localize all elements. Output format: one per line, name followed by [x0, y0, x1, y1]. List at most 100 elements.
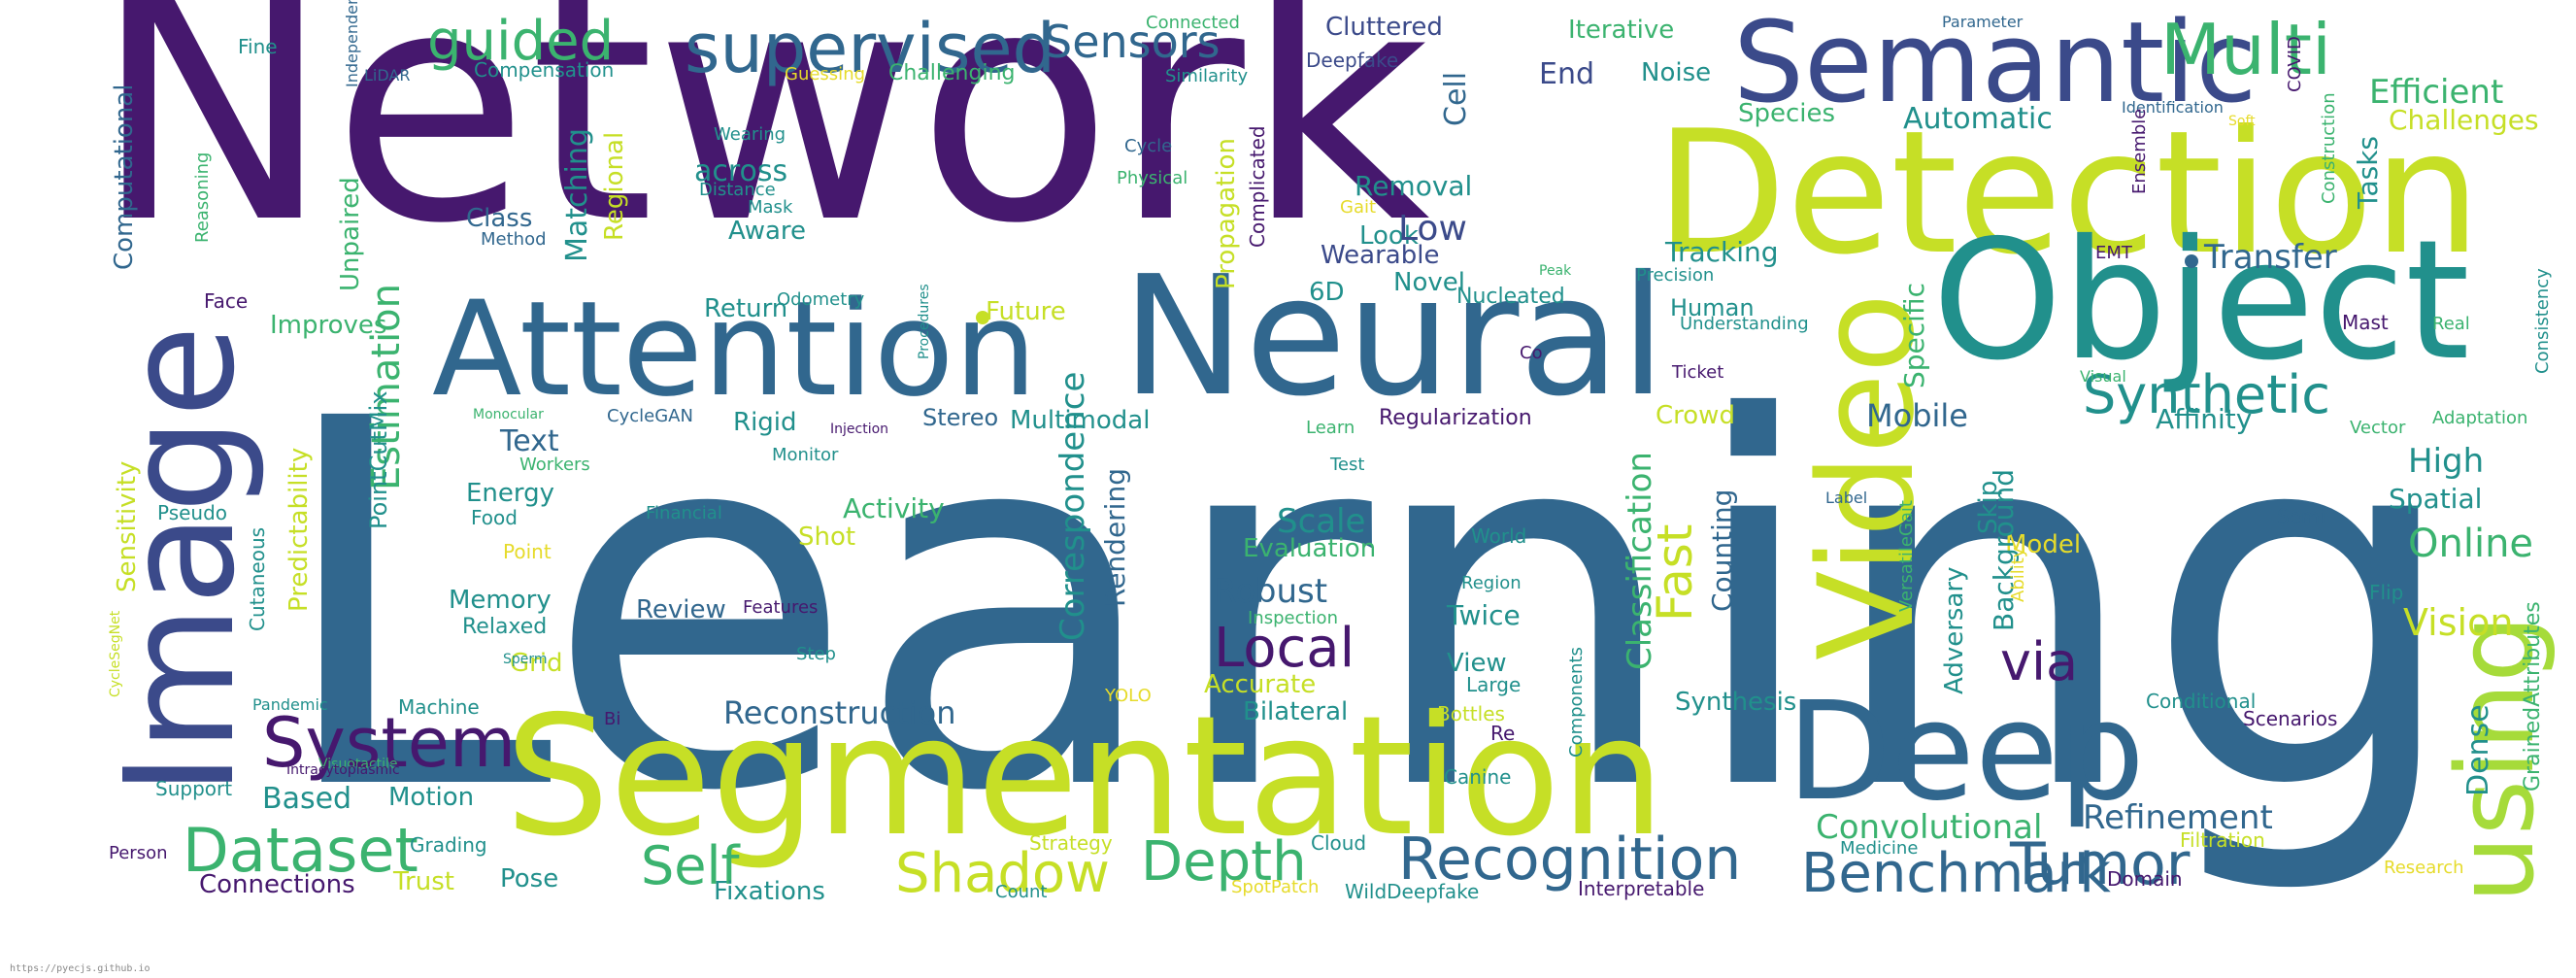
word-filtration: Filtration	[2180, 828, 2265, 852]
word-relaxed: Relaxed	[462, 615, 548, 639]
word-synthetic: Synthetic	[2083, 364, 2330, 425]
word-model: Model	[2005, 530, 2082, 559]
word-adaptation: Adaptation	[2432, 408, 2528, 428]
word-memory: Memory	[449, 586, 552, 615]
word-pointcutmix: PointCutMix	[365, 390, 392, 529]
word-semi: Semi	[2277, 505, 2326, 528]
word-yolo: YOLO	[1105, 686, 1152, 706]
word-tasks: Tasks	[2352, 135, 2384, 209]
word-inspection: Inspection	[1248, 608, 1338, 628]
word-computational: Computational	[110, 84, 139, 270]
word-6d: 6D	[1309, 278, 1345, 307]
word-lidar: LiDAR	[364, 66, 411, 84]
word-features: Features	[743, 597, 819, 618]
word-connected: Connected	[1146, 13, 1240, 33]
word-future: Future	[986, 297, 1066, 326]
word-aware: Aware	[728, 217, 807, 246]
word-ticket: Ticket	[1672, 362, 1724, 383]
word-pseudo: Pseudo	[157, 501, 228, 524]
word-self: Self	[641, 835, 740, 896]
word-tumor: Tumor	[2010, 830, 2191, 898]
word-sensitivity: Sensitivity	[113, 460, 142, 592]
word-mast: Mast	[2342, 311, 2389, 334]
word-flip: Flip	[2369, 581, 2404, 604]
word-pose: Pose	[500, 864, 559, 894]
word-components: Components	[1566, 647, 1587, 758]
word-real: Real	[2432, 314, 2470, 334]
word-physical: Physical	[1117, 168, 1188, 188]
word-end: End	[1539, 57, 1595, 91]
word-stereo: Stereo	[922, 404, 999, 431]
word-precision: Precision	[1636, 265, 1715, 286]
word-fine: Fine	[238, 35, 278, 58]
word-spatial: Spatial	[2389, 483, 2483, 515]
word-emt: EMT	[2095, 243, 2132, 263]
word-text: Text	[500, 424, 559, 458]
word-interpretable: Interpretable	[1578, 877, 1705, 900]
word-deepfake: Deepfake	[1306, 49, 1399, 72]
dot-0	[976, 311, 989, 324]
word-injection: Injection	[830, 422, 889, 437]
word-cell: Cell	[1439, 71, 1473, 126]
word-mobile: Mobile	[1866, 397, 1968, 434]
word-monitor: Monitor	[772, 445, 839, 465]
word-rigid: Rigid	[733, 408, 797, 437]
word-consistency: Consistency	[2532, 268, 2553, 374]
word-challenges: Challenges	[2389, 104, 2539, 136]
word-species: Species	[1738, 99, 1836, 128]
word-counting: Counting	[1706, 489, 1738, 612]
word-predictability: Predictability	[284, 447, 314, 612]
word-improves: Improves	[270, 311, 387, 340]
word-soft: Soft	[2228, 114, 2256, 129]
word-co: Co	[1520, 343, 1543, 363]
word-research: Research	[2384, 858, 2464, 878]
word-vision: Vision	[2403, 601, 2514, 644]
word-correspondence: Correspondence	[1054, 371, 1092, 641]
word-look: Look	[1359, 221, 1419, 251]
word-return: Return	[704, 294, 788, 323]
word-machine: Machine	[398, 695, 480, 719]
word-skip: Skip	[1974, 480, 2003, 534]
word-adversary: Adversary	[1940, 566, 1969, 694]
word-world: World	[1471, 524, 1527, 548]
word-person: Person	[109, 843, 168, 863]
word-neural: Neural	[1121, 241, 1666, 433]
word-human: Human	[1670, 294, 1755, 321]
word-visual: Visual	[2080, 367, 2126, 386]
word-grading: Grading	[410, 833, 487, 857]
word-depth: Depth	[1141, 830, 1307, 894]
word-independence: Independence	[343, 0, 361, 87]
word-monocular: Monocular	[473, 407, 544, 422]
word-automatic: Automatic	[1903, 102, 2053, 136]
word-matching: Matching	[560, 128, 594, 262]
word-object: Object	[1932, 205, 2470, 397]
word-conditional: Conditional	[2146, 690, 2257, 713]
word-bi: Bi	[604, 709, 621, 729]
word-across: across	[694, 154, 788, 188]
dot-1	[2185, 254, 2198, 268]
word-large: Large	[1466, 673, 1522, 696]
word-removal: Removal	[1355, 170, 1473, 202]
word-iterative: Iterative	[1568, 16, 1675, 45]
word-activity: Activity	[843, 492, 945, 524]
word-parameter: Parameter	[1942, 13, 2024, 31]
word-count: Count	[995, 882, 1048, 902]
word-attention: Attention	[432, 273, 1038, 425]
word-class: Class	[466, 204, 533, 233]
word-cluttered: Cluttered	[1325, 13, 1443, 42]
word-wearing: Wearing	[714, 124, 786, 145]
word-network: Network	[92, 0, 1430, 293]
word-sperm: Sperm	[503, 652, 548, 667]
word-ability: Ability	[2008, 547, 2028, 602]
word-vector: Vector	[2350, 418, 2406, 438]
word-segmentation: Segmentation	[505, 681, 1665, 873]
word-novel: Novel	[1393, 268, 1465, 297]
word-affinity: Affinity	[2156, 403, 2253, 435]
word-test: Test	[1330, 455, 1365, 475]
word-cycle: Cycle	[1124, 136, 1173, 156]
word-domain: Domain	[2107, 867, 2183, 891]
word-propagation: Propagation	[1212, 138, 1241, 289]
word-intracytoplasmic: Intracytoplasmic	[286, 762, 400, 778]
word-compensation: Compensation	[474, 58, 615, 82]
word-challenging: Challenging	[888, 61, 1016, 85]
